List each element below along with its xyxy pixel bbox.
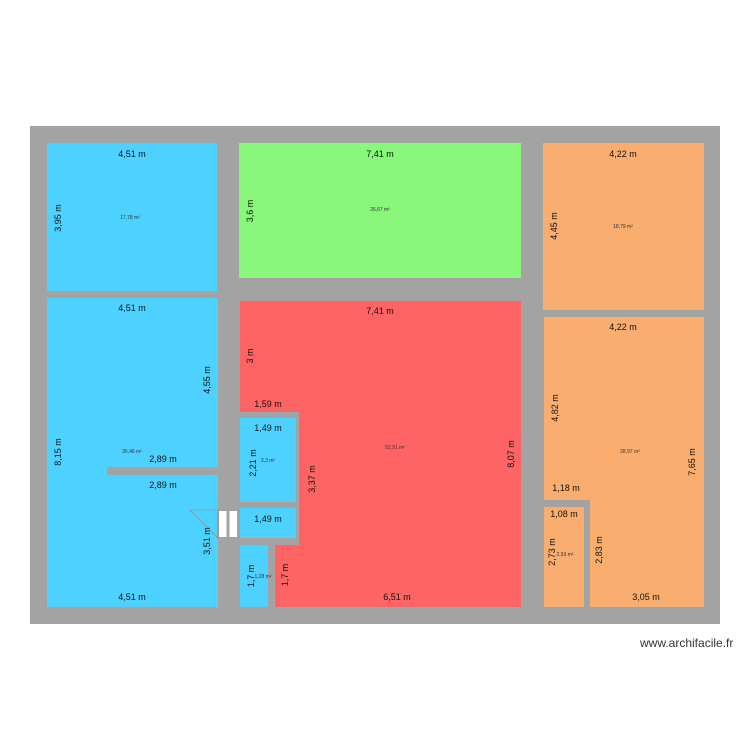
- dim-top-left-width: 4,51 m: [118, 149, 146, 159]
- area-top-right: 18,79 m²: [613, 224, 633, 230]
- area-left-large: 36,46 m²: [122, 449, 142, 455]
- watermark: www.archifacile.fr: [640, 636, 734, 650]
- dim-center-notch-width: 1,59 m: [254, 399, 282, 409]
- dim-top-middle-height: 3,6 m: [245, 200, 255, 223]
- room-top-left[interactable]: [47, 143, 217, 291]
- dim-top-left-height: 3,95 m: [53, 204, 63, 232]
- room-small-blue-3[interactable]: [240, 545, 268, 607]
- dim-left-large-height-left: 8,15 m: [53, 438, 63, 466]
- dim-right-large-width-top: 4,22 m: [609, 322, 637, 332]
- dim-right-large-height-right: 7,65 m: [687, 448, 697, 476]
- dim-right-large-height-left: 4,82 m: [550, 394, 560, 422]
- room-left-large[interactable]: [47, 298, 218, 607]
- dim-small-blue-1-height: 2,21 m: [248, 449, 258, 477]
- door-swing: [189, 509, 219, 539]
- dim-top-right-width: 4,22 m: [609, 149, 637, 159]
- room-top-right[interactable]: [543, 143, 704, 310]
- area-center-red: 52,91 m²: [385, 445, 405, 451]
- room-top-middle[interactable]: [239, 143, 521, 278]
- dim-top-middle-width: 7,41 m: [366, 149, 394, 159]
- dim-left-large-height-lower: 3,51 m: [202, 527, 212, 555]
- area-small-blue-3: 1,28 m²: [255, 574, 272, 580]
- dim-small-blue-1-width: 1,49 m: [254, 423, 282, 433]
- dim-center-notch-height: 3,37 m: [307, 465, 317, 493]
- room-right-small[interactable]: [544, 507, 584, 607]
- area-top-left: 17,78 m²: [120, 215, 140, 221]
- dim-right-small-height: 2,73 m: [547, 538, 557, 566]
- room-center-red[interactable]: [240, 301, 521, 607]
- area-right-small: 2,93 m²: [557, 552, 574, 558]
- dim-right-large-width-bottom: 3,05 m: [632, 592, 660, 602]
- area-right-large: 28,97 m²: [620, 449, 640, 455]
- dim-center-height-top: 3 m: [245, 348, 255, 363]
- dim-left-large-width-bottom: 4,51 m: [118, 592, 146, 602]
- dim-right-large-notch-width: 1,18 m: [552, 483, 580, 493]
- dim-right-large-height-notch: 2,83 m: [594, 536, 604, 564]
- dim-right-small-width: 1,08 m: [550, 509, 578, 519]
- dim-small-blue-3-height: 1,7 m: [246, 565, 256, 588]
- dim-center-height-right: 8,07 m: [506, 440, 516, 468]
- room-small-blue-2[interactable]: [240, 508, 296, 538]
- area-small-blue-1: 3,3 m²: [261, 458, 276, 464]
- dim-left-large-height-right: 4,55 m: [202, 366, 212, 394]
- dim-corridor-width-top: 2,89 m: [149, 454, 177, 464]
- dim-top-right-height: 4,45 m: [549, 212, 559, 240]
- dim-center-height-bottom-left: 1,7 m: [280, 564, 290, 587]
- room-small-blue-1[interactable]: [240, 418, 296, 502]
- dim-center-width-bottom: 6,51 m: [383, 592, 411, 602]
- dim-left-large-width-top: 4,51 m: [118, 303, 146, 313]
- room-right-large[interactable]: [544, 317, 704, 607]
- dim-center-width-top: 7,41 m: [366, 306, 394, 316]
- area-top-middle: 26,67 m²: [370, 207, 390, 213]
- corridor-wall: [107, 467, 218, 475]
- dim-small-blue-2-width: 1,49 m: [254, 514, 282, 524]
- dim-corridor-width-bottom: 2,89 m: [149, 480, 177, 490]
